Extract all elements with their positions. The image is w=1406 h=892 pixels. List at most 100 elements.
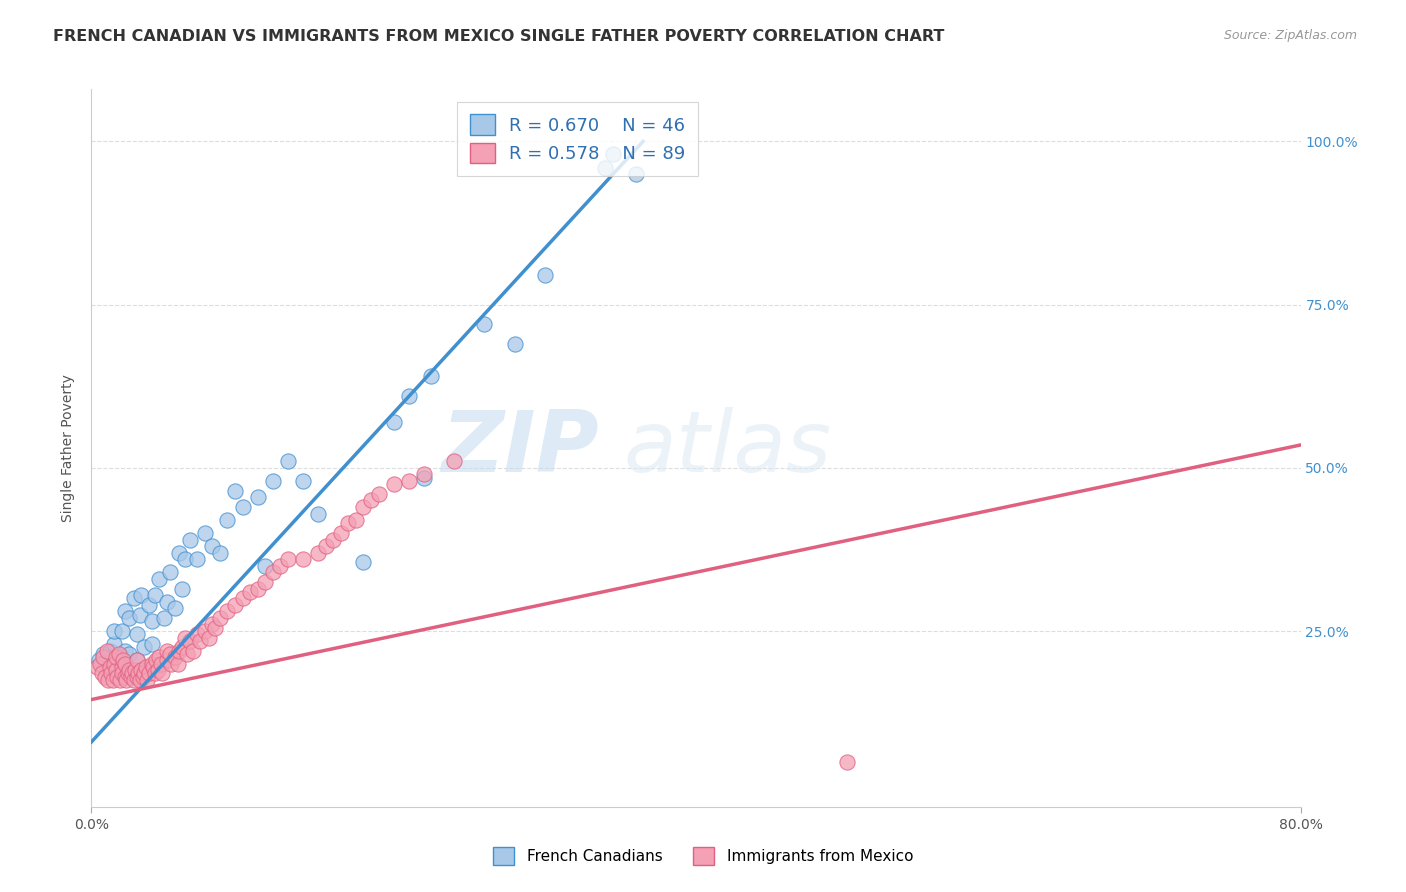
Point (181, 643, 204, 657)
Point (163, 601, 186, 615)
Point (134, 640, 156, 655)
Point (125, 653, 148, 667)
Point (277, 454, 299, 468)
Point (121, 666, 143, 681)
Point (246, 582, 269, 596)
Point (231, 591, 253, 606)
Point (148, 572, 170, 586)
Point (148, 650, 170, 665)
Point (114, 604, 136, 618)
Point (118, 663, 141, 677)
Point (595, 161, 617, 175)
Point (217, 513, 239, 527)
Point (420, 369, 443, 384)
Point (124, 663, 146, 677)
Point (156, 594, 179, 608)
Point (352, 500, 374, 514)
Point (208, 546, 231, 560)
Point (104, 663, 127, 677)
Point (382, 415, 405, 429)
Point (159, 647, 181, 661)
Point (86, 660, 108, 674)
Point (224, 598, 246, 612)
Point (125, 653, 148, 667)
Point (201, 617, 224, 632)
Point (292, 474, 315, 488)
Point (167, 643, 190, 657)
Point (179, 533, 201, 547)
Point (125, 627, 148, 641)
Point (120, 670, 142, 684)
Point (322, 533, 344, 547)
Text: ZIP: ZIP (441, 407, 599, 490)
Point (93, 650, 115, 665)
Point (122, 673, 145, 687)
Point (118, 647, 141, 661)
Point (472, 317, 495, 331)
Point (127, 666, 149, 681)
Point (292, 552, 315, 566)
Point (107, 657, 129, 671)
Point (239, 585, 262, 599)
Point (101, 673, 124, 687)
Point (128, 673, 150, 687)
Point (315, 539, 337, 553)
Point (533, 268, 555, 283)
Point (103, 624, 125, 638)
Point (413, 470, 436, 484)
Point (398, 474, 420, 488)
Point (176, 647, 198, 661)
Point (443, 454, 465, 468)
Point (136, 673, 159, 687)
Point (114, 657, 136, 671)
Point (254, 558, 277, 573)
Point (153, 611, 176, 625)
Point (122, 591, 145, 606)
Point (246, 490, 269, 504)
Point (179, 633, 201, 648)
Point (111, 650, 132, 665)
Point (104, 650, 127, 665)
Point (329, 526, 352, 541)
Point (135, 660, 157, 674)
Point (93, 647, 115, 661)
Point (307, 546, 329, 560)
Point (100, 666, 122, 681)
Point (602, 147, 624, 161)
Point (337, 516, 360, 531)
Point (146, 663, 169, 677)
Point (172, 640, 194, 655)
Point (367, 487, 389, 501)
Point (128, 607, 150, 622)
Point (156, 653, 179, 667)
Point (96, 643, 118, 657)
Point (413, 467, 436, 482)
Point (129, 588, 152, 602)
Point (141, 657, 163, 671)
Point (208, 611, 231, 625)
Point (103, 637, 125, 651)
Point (224, 483, 246, 498)
Point (118, 611, 141, 625)
Y-axis label: Single Father Poverty: Single Father Poverty (62, 375, 76, 522)
Point (111, 624, 132, 638)
Point (166, 657, 188, 671)
Point (152, 666, 174, 681)
Point (624, 167, 647, 181)
Point (141, 637, 163, 651)
Legend: R = 0.670    N = 46, R = 0.578    N = 89: R = 0.670 N = 46, R = 0.578 N = 89 (457, 102, 699, 176)
Point (352, 556, 374, 570)
Point (87, 653, 110, 667)
Point (114, 670, 136, 684)
Point (174, 631, 197, 645)
Point (96, 663, 118, 677)
Point (91, 666, 114, 681)
Point (201, 539, 224, 553)
Point (186, 552, 208, 566)
Point (97, 673, 120, 687)
Point (344, 513, 367, 527)
Point (360, 493, 382, 508)
Point (138, 598, 160, 612)
Point (503, 336, 526, 351)
Point (98, 643, 121, 657)
